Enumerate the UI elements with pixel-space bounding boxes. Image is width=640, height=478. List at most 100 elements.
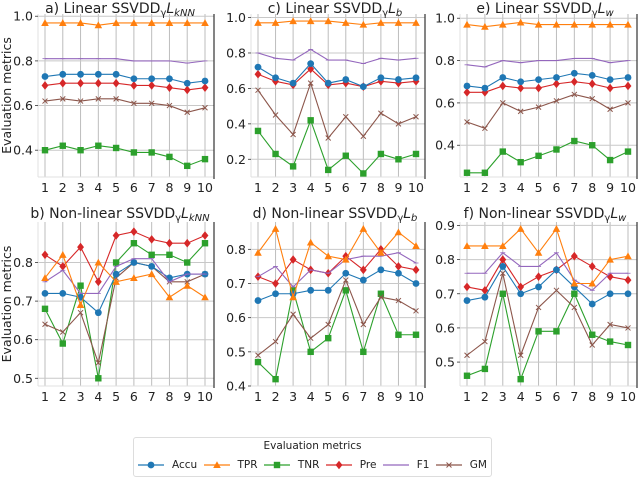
panel-title: b) Non-linear SSVDDγLkNN — [30, 206, 210, 224]
data-point — [499, 100, 506, 106]
data-point — [148, 262, 156, 270]
data-point — [184, 259, 191, 266]
x-tick-label: 1 — [254, 389, 262, 404]
data-point — [148, 149, 155, 156]
data-point — [359, 265, 367, 275]
legend-swatch — [203, 461, 230, 469]
panel-title: e) Linear SSVDDγLw — [476, 1, 614, 19]
y-tick-label: 0.6 — [226, 81, 246, 96]
data-point — [95, 359, 102, 366]
data-point — [272, 338, 279, 345]
data-point — [95, 95, 102, 102]
data-point — [325, 166, 332, 174]
x-tick-label: 10 — [197, 180, 213, 195]
data-point — [377, 74, 385, 82]
data-point — [342, 76, 350, 83]
data-point — [394, 228, 403, 236]
data-point — [147, 19, 156, 26]
y-tick-label: 0.5 — [226, 344, 246, 359]
data-point — [41, 305, 49, 313]
data-point — [325, 321, 332, 328]
data-point — [307, 335, 314, 342]
data-point — [272, 150, 279, 158]
data-point — [94, 258, 103, 266]
y-tick-label: 1.0 — [226, 10, 246, 25]
data-point — [289, 293, 297, 301]
series-line — [257, 68, 417, 88]
x-tick-label: 3 — [77, 389, 85, 404]
data-point — [552, 225, 561, 232]
panel-a: 0.4 0.6 0.8 1.0 1 2 3 4 5 6 7 8 9 10 a) Linear SSVDDγL… — [0, 1, 215, 195]
data-point — [201, 240, 209, 247]
series-line — [257, 269, 417, 302]
series-line — [467, 81, 629, 93]
data-point — [607, 106, 613, 113]
data-point — [535, 304, 542, 311]
x-tick-label: 2 — [481, 180, 489, 195]
data-point — [625, 100, 631, 106]
data-point — [395, 269, 402, 277]
data-point — [41, 147, 49, 154]
data-point — [341, 19, 350, 26]
x-tick-label: 7 — [570, 389, 578, 404]
data-point — [588, 20, 597, 28]
data-point — [553, 266, 560, 274]
data-point — [77, 282, 84, 289]
data-point — [463, 169, 471, 176]
data-point — [481, 242, 489, 249]
data-point — [395, 262, 402, 271]
series-line — [466, 265, 628, 305]
data-point — [516, 225, 525, 232]
data-point — [517, 78, 525, 86]
data-point — [148, 251, 155, 258]
x-tick-label: 6 — [130, 180, 138, 195]
data-point — [589, 95, 596, 102]
data-point — [571, 290, 578, 297]
legend-marker — [212, 461, 221, 469]
data-point — [307, 117, 314, 124]
series-tnr — [254, 287, 420, 383]
data-point — [553, 328, 560, 335]
series-tpr — [463, 225, 632, 287]
data-point — [463, 282, 471, 292]
series-line — [466, 273, 629, 358]
data-point — [606, 290, 614, 298]
data-point — [481, 286, 489, 295]
data-point — [183, 281, 192, 289]
data-point — [464, 352, 470, 359]
data-point — [534, 20, 543, 28]
data-point — [184, 109, 191, 116]
data-point — [130, 81, 138, 90]
data-point — [377, 266, 385, 274]
data-point — [463, 372, 471, 379]
data-point — [77, 98, 84, 104]
data-point — [516, 18, 525, 26]
data-point — [570, 69, 578, 77]
x-tick-label: 5 — [535, 389, 543, 404]
data-point — [342, 287, 349, 294]
x-tick-label: 2 — [272, 180, 280, 195]
data-point — [324, 252, 333, 260]
x-tick-label: 3 — [499, 389, 507, 404]
data-point — [395, 120, 402, 127]
series-tpr — [463, 18, 632, 30]
data-point — [307, 80, 314, 86]
legend-label: TNR — [297, 459, 320, 471]
data-point — [148, 75, 156, 83]
data-point — [112, 231, 120, 240]
data-point — [624, 74, 632, 81]
data-point — [201, 231, 209, 240]
data-point — [112, 78, 120, 88]
data-point — [306, 17, 315, 25]
data-point — [378, 294, 384, 301]
data-point — [94, 78, 102, 88]
data-point — [255, 87, 261, 94]
data-point — [606, 83, 614, 93]
data-point — [571, 137, 578, 145]
x-tick-label: 10 — [197, 389, 213, 404]
y-axis-label: Evaluation metrics — [0, 246, 14, 363]
y-tick-label: 0.8 — [13, 255, 33, 270]
series-f1 — [255, 252, 419, 288]
series-accu — [463, 263, 632, 308]
series-accu — [41, 259, 209, 317]
